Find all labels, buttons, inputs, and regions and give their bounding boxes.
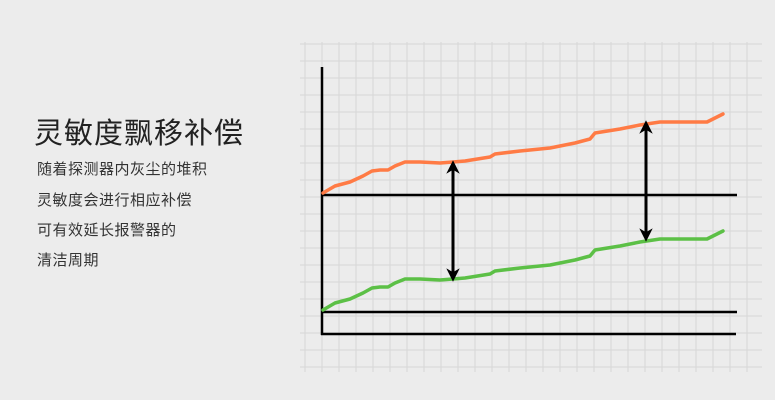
description-line-4: 清洁周期 [37, 251, 100, 269]
description-line-2: 灵敏度会进行相应补偿 [37, 191, 193, 209]
lower-curve [321, 229, 725, 312]
page-title: 灵敏度飘移补偿 [34, 116, 245, 150]
description-line-1: 随着探测器内灰尘的堆积 [37, 160, 208, 178]
description-line-3: 可有效延长报警器的 [37, 221, 177, 239]
grid-background [300, 42, 762, 372]
upper-curve [321, 112, 725, 195]
